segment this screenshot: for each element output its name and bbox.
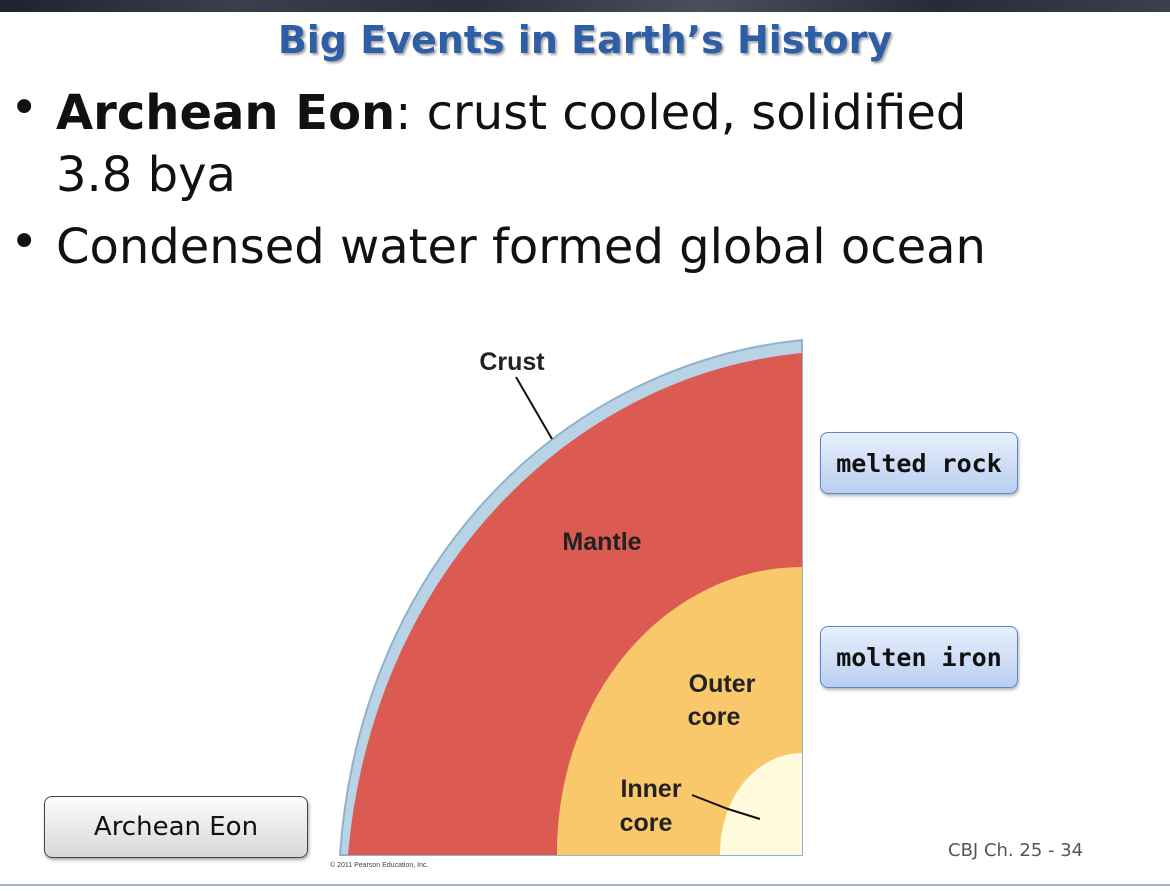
bullet-1-text: : crust cooled, solidified xyxy=(395,85,967,141)
inner-core-label-2: core xyxy=(620,809,673,837)
outer-core-layer xyxy=(556,567,802,855)
bullet-2: Condensed water formed global ocean xyxy=(56,219,986,275)
earth-layers-diagram: Crust Mantle Outer core Inner core © 201… xyxy=(330,338,803,869)
inner-core-leader-line xyxy=(691,794,761,820)
earth-quarter-section xyxy=(338,338,803,856)
page-number: CBJ Ch. 25 - 34 xyxy=(948,840,1084,861)
callout-molten-iron: molten iron xyxy=(820,626,1018,688)
outer-core-label-1: Outer xyxy=(689,670,756,698)
crust-label: Crust xyxy=(479,348,545,376)
archean-eon-button[interactable]: Archean Eon xyxy=(44,796,308,858)
bullet-dot-1: • xyxy=(10,80,39,136)
inner-core-label-1: Inner xyxy=(620,775,681,803)
mantle-label: Mantle xyxy=(562,528,641,556)
bottom-divider xyxy=(0,884,1170,886)
outer-core-label-2: core xyxy=(688,703,741,731)
copyright-text: © 2011 Pearson Education, Inc. xyxy=(330,861,428,869)
bullet-1: Archean Eon: crust cooled, solidified 3.… xyxy=(56,82,966,206)
bullet-1-line2: 3.8 bya xyxy=(56,147,236,203)
inner-core-layer xyxy=(719,753,802,855)
bullet-1-bold: Archean Eon xyxy=(56,85,396,141)
callout-melted-rock: melted rock xyxy=(820,432,1018,494)
slide-title: Big Events in Earth’s History xyxy=(277,18,893,62)
top-star-band xyxy=(0,0,1170,12)
bullet-dot-2: • xyxy=(10,214,39,270)
crust-leader-line xyxy=(515,376,553,440)
